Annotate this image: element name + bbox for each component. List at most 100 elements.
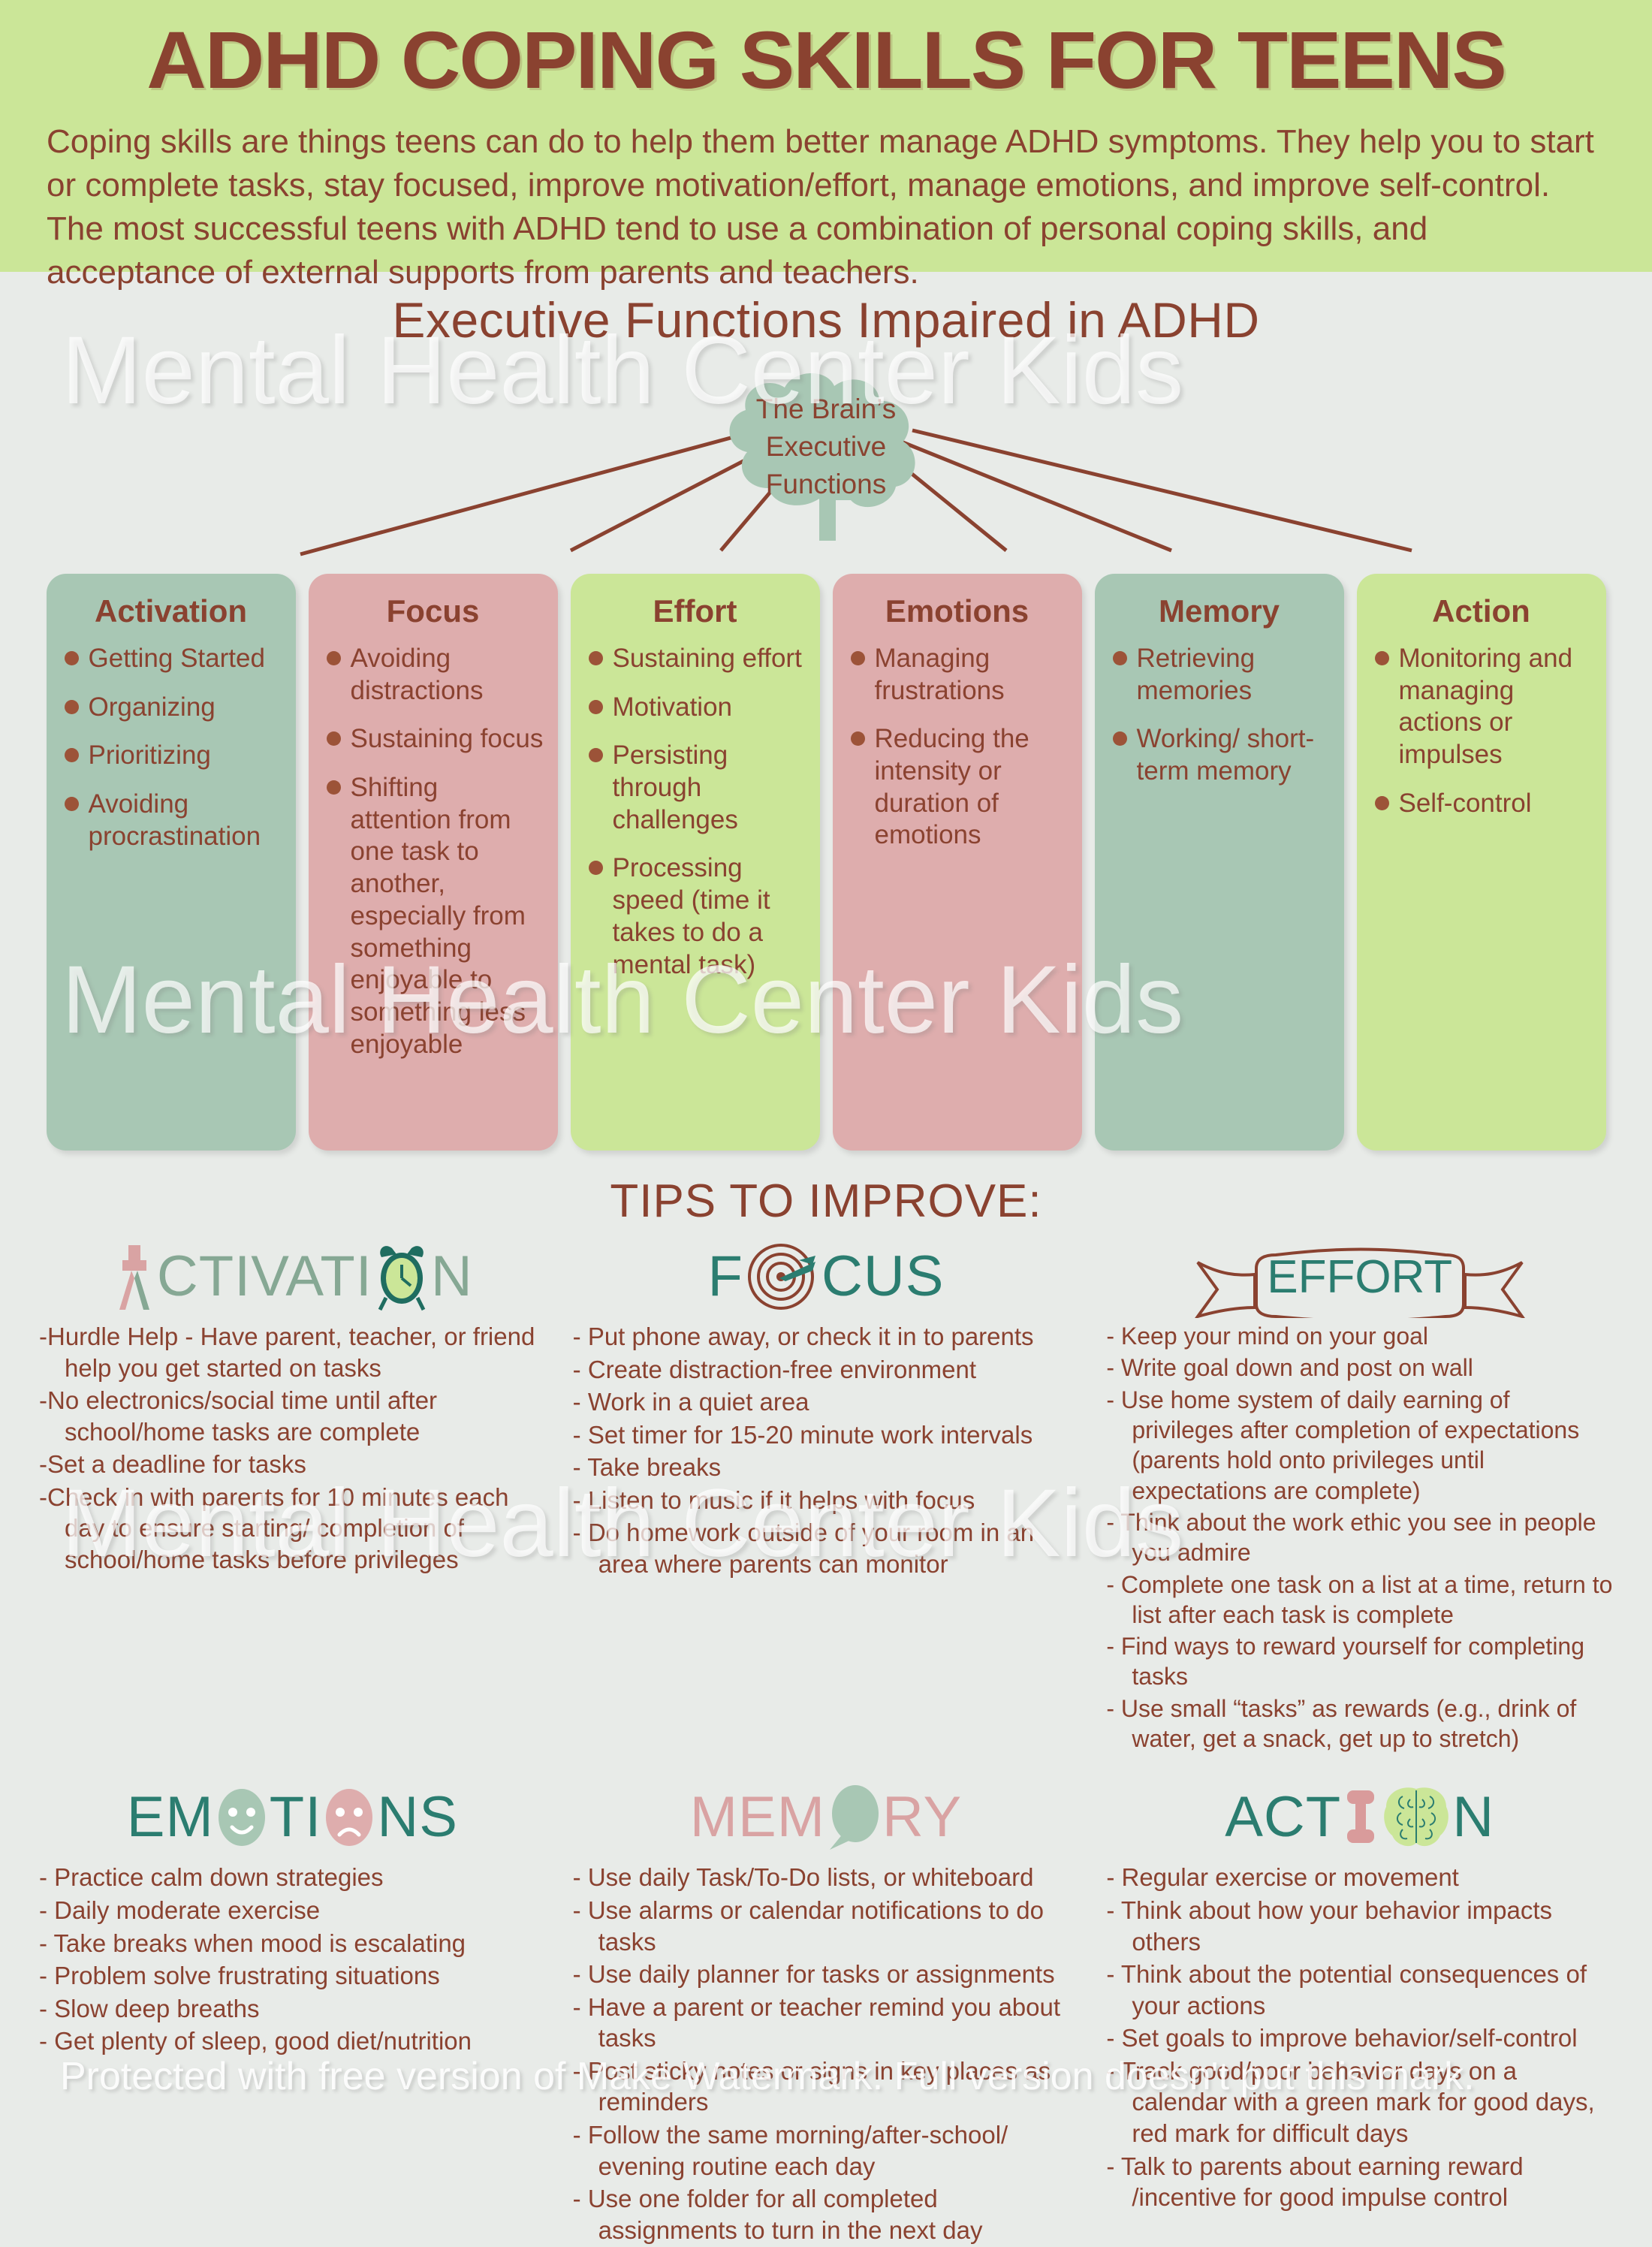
ef-item: Working/ short-term memory xyxy=(1108,723,1331,787)
ef-item: Self-control xyxy=(1370,788,1593,820)
tip-item: - Use home system of daily earning of pr… xyxy=(1106,1386,1580,1504)
tip-item: - Do homework outside of your room in an… xyxy=(572,1519,1035,1579)
tip-item: - Set timer for 15-20 minute work interv… xyxy=(572,1420,1033,1449)
ef-item: Getting Started xyxy=(60,643,282,675)
tip-item: - Problem solve frustrating situations xyxy=(39,1962,440,1990)
ef-column-focus: Focus Avoiding distractions Sustaining f… xyxy=(308,574,558,1151)
target-arrow-icon xyxy=(747,1244,815,1310)
tip-item: - Listen to music if it helps with focus xyxy=(572,1485,975,1514)
ef-item-list: Managing frustrations Reducing the inten… xyxy=(846,643,1069,852)
ef-column-activation: Activation Getting Started Organizing Pr… xyxy=(46,574,296,1151)
tip-block-memory: MEM RY - Use daily Task/To-Do lists, or … xyxy=(559,1773,1093,2247)
executive-functions-section: Executive Functions Impaired in ADHD The… xyxy=(0,291,1652,1151)
ef-columns: Activation Getting Started Organizing Pr… xyxy=(0,574,1652,1151)
focus-letters-2: CUS xyxy=(821,1244,945,1308)
page-title: ADHD COPING SKILLS FOR TEENS xyxy=(146,14,1507,105)
tip-item: - Write goal down and post on wall xyxy=(1106,1354,1473,1382)
ef-item: Monitoring and managing actions or impul… xyxy=(1370,643,1593,771)
ef-column-title: Action xyxy=(1432,593,1530,629)
action-wordmark: ACT xyxy=(1225,1783,1494,1852)
ef-column-title: Activation xyxy=(94,593,248,629)
tip-item: - Set goals to improve behavior/self-con… xyxy=(1106,2024,1578,2052)
tip-item: -No electronics/social time until after … xyxy=(39,1386,438,1446)
ef-item: Reducing the intensity or duration of em… xyxy=(846,723,1069,852)
ef-column-emotions: Emotions Managing frustrations Reducing … xyxy=(832,574,1082,1151)
tip-item: - Think about the work ethic you see in … xyxy=(1106,1508,1596,1567)
tip-block-action: ACT xyxy=(1093,1773,1626,2247)
activation-letters-1: CTIVATI xyxy=(156,1244,372,1308)
tip-item: - Complete one task on a list at a time,… xyxy=(1106,1570,1613,1628)
ef-column-title: Effort xyxy=(653,593,737,629)
ef-item: Shifting attention from one task to anot… xyxy=(322,772,544,1060)
tip-title-action: ACT xyxy=(1106,1773,1613,1862)
action-letters-1: ACT xyxy=(1225,1785,1342,1850)
tips-heading: TIPS TO IMPROVE: xyxy=(610,1175,1042,1227)
ef-item-list: Sustaining effort Motivation Persisting … xyxy=(584,643,806,981)
tip-item: -Hurdle Help - Have parent, teacher, or … xyxy=(39,1323,535,1382)
ef-item-list: Retrieving memories Working/ short-term … xyxy=(1108,643,1331,788)
tip-item: - Talk to parents about earning reward /… xyxy=(1106,2152,1524,2212)
ef-item: Processing speed (time it takes to do a … xyxy=(584,852,806,981)
tip-item: - Post sticky notes or signs in key plac… xyxy=(572,2056,1051,2116)
brain-icon xyxy=(1384,1787,1449,1847)
tip-list-memory: - Use daily Task/To-Do lists, or whitebo… xyxy=(573,1862,1080,2245)
ribbon-banner-icon xyxy=(1194,1247,1525,1318)
tip-item: -Check in with parents for 10 minutes ea… xyxy=(39,1482,509,1574)
ef-column-title: Focus xyxy=(386,593,480,629)
tip-item: - Use small “tasks” as rewards (e.g., dr… xyxy=(1106,1694,1577,1753)
intro-paragraph: Coping skills are things teens can do to… xyxy=(47,123,1594,291)
tip-item: - Use one folder for all completed assig… xyxy=(572,2185,983,2244)
tip-title-focus: F CUS xyxy=(573,1232,1080,1321)
activation-letters-2: N xyxy=(430,1244,473,1308)
tip-list-effort: - Keep your mind on your goal - Write go… xyxy=(1106,1321,1613,1754)
alarm-clock-icon xyxy=(378,1246,426,1311)
tip-item: - Keep your mind on your goal xyxy=(1106,1323,1429,1350)
ef-item: Avoiding distractions xyxy=(322,643,544,707)
tip-block-focus: F CUS - Put phone away, or chec xyxy=(559,1232,1093,1755)
tip-item: - Think about the potential consequences… xyxy=(1106,1960,1587,2019)
ef-column-action: Action Monitoring and managing actions o… xyxy=(1356,574,1606,1151)
tip-list-action: - Regular exercise or movement - Think a… xyxy=(1106,1862,1613,2212)
memory-letters-1: MEM xyxy=(689,1785,826,1850)
tip-item: -Set a deadline for tasks xyxy=(39,1450,306,1479)
tip-title-emotions: EM TI NS xyxy=(39,1773,546,1862)
ef-item: Managing frustrations xyxy=(846,643,1069,707)
tip-item: - Regular exercise or movement xyxy=(1106,1863,1459,1892)
sad-face-icon xyxy=(326,1789,373,1847)
happy-face-icon xyxy=(218,1789,265,1847)
tip-list-focus: - Put phone away, or check it in to pare… xyxy=(573,1321,1080,1580)
emotions-wordmark: EM TI NS xyxy=(127,1784,458,1851)
tip-title-activation: CTIVATI N xyxy=(39,1232,546,1321)
focus-wordmark: F CUS xyxy=(708,1238,945,1316)
ef-item: Persisting through challenges xyxy=(584,740,806,836)
ef-item: Motivation xyxy=(584,692,806,724)
tip-list-activation: -Hurdle Help - Have parent, teacher, or … xyxy=(39,1321,546,1576)
tip-item: - Practice calm down strategies xyxy=(39,1863,384,1892)
tips-grid-row2: EM TI NS - Practice calm down strateg xyxy=(0,1773,1652,2247)
tip-item: - Think about how your behavior impacts … xyxy=(1106,1896,1553,1956)
compass-icon xyxy=(119,1245,149,1310)
ef-column-title: Memory xyxy=(1158,593,1280,629)
tip-title-memory: MEM RY xyxy=(573,1773,1080,1862)
ef-item: Avoiding procrastination xyxy=(60,789,282,852)
tip-item: - Have a parent or teacher remind you ab… xyxy=(572,1992,1061,2052)
ef-item: Sustaining focus xyxy=(322,723,544,756)
tip-item: - Use daily Task/To-Do lists, or whitebo… xyxy=(572,1863,1034,1892)
ef-column-memory: Memory Retrieving memories Working/ shor… xyxy=(1094,574,1344,1151)
ef-item: Prioritizing xyxy=(60,740,282,772)
memory-letters-2: RY xyxy=(882,1785,963,1850)
tip-item: - Work in a quiet area xyxy=(572,1388,809,1416)
header-banner: ADHD COPING SKILLS FOR TEENS Coping skil… xyxy=(0,0,1652,291)
section-title: Executive Functions Impaired in ADHD xyxy=(392,292,1260,348)
activation-wordmark: CTIVATI N xyxy=(112,1241,473,1313)
focus-letters-1: F xyxy=(707,1244,743,1308)
tip-item: - Take breaks xyxy=(572,1453,722,1482)
tip-item: - Follow the same morning/after-school/ … xyxy=(572,2121,1008,2180)
tip-item: - Track good/poor behavior days on a cal… xyxy=(1106,2056,1595,2147)
tip-title-effort: EFFORT xyxy=(1106,1232,1613,1321)
tip-list-emotions: - Practice calm down strategies - Daily … xyxy=(39,1862,546,2056)
tips-grid-row1: CTIVATI N -Hurdle Help - Have parent, te… xyxy=(0,1232,1652,1755)
tip-block-effort: EFFORT - Keep your mind on your goal - W… xyxy=(1093,1232,1626,1755)
tip-item: - Slow deep breaths xyxy=(39,1994,260,2022)
tip-item: - Use daily planner for tasks or assignm… xyxy=(572,1960,1055,1989)
